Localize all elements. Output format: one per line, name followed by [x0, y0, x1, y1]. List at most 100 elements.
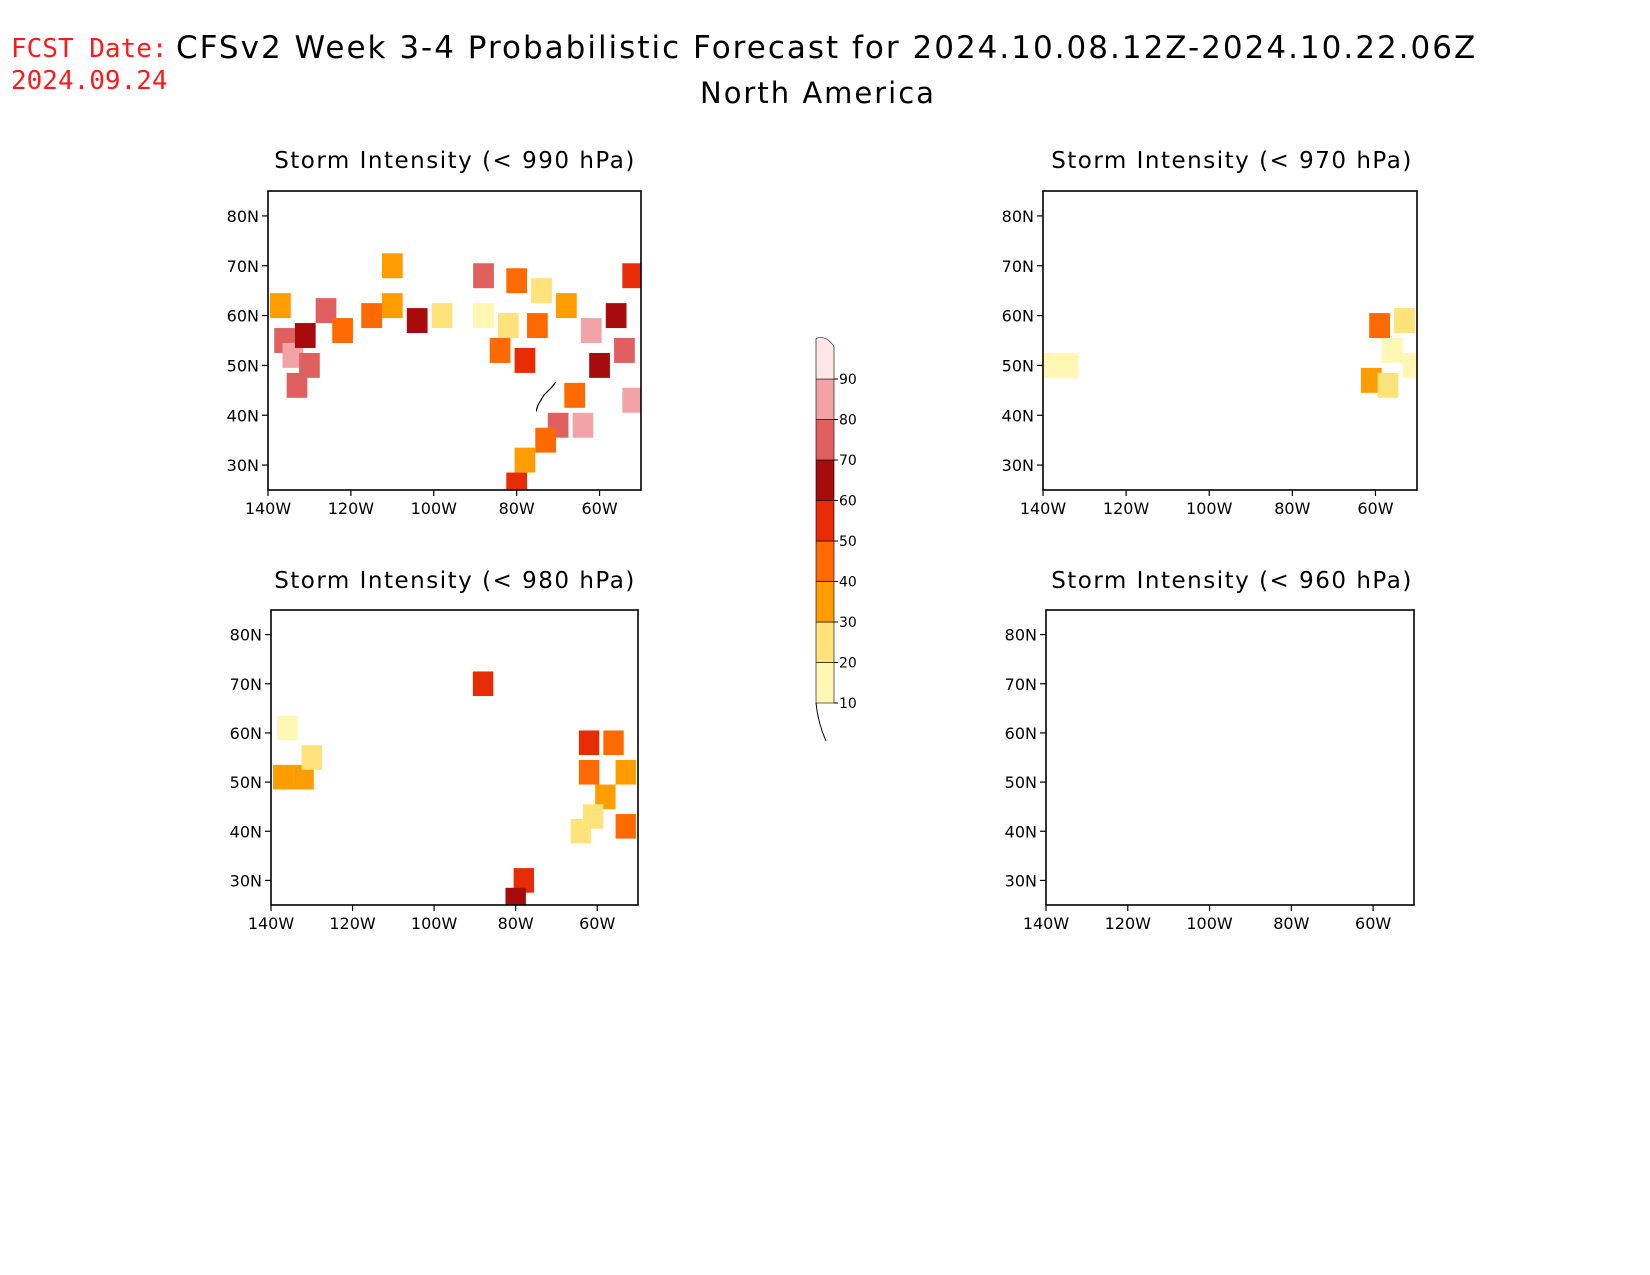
- y-tick-label: 80N: [1005, 626, 1037, 645]
- x-tick-label: 60W: [1357, 499, 1393, 518]
- y-tick-label: 30N: [230, 871, 262, 890]
- y-tick-label: 80N: [227, 207, 259, 226]
- x-tick-label: 100W: [1186, 914, 1233, 933]
- legend-swatch: [815, 500, 835, 542]
- legend-swatch-top: [815, 337, 835, 380]
- y-tick-label: 70N: [227, 257, 259, 276]
- y-tick-label: 70N: [1005, 675, 1037, 694]
- region-subtitle: North America: [700, 76, 936, 110]
- map-panel: Storm Intensity (< 970 hPa) 30N 40N 50N 60N 7…: [1002, 148, 1418, 518]
- probability-cell: [595, 784, 616, 810]
- probability-field: [270, 253, 641, 490]
- x-tick-label: 140W: [245, 499, 292, 518]
- panel-title: Storm Intensity (< 980 hPa): [274, 568, 636, 594]
- probability-cell: [273, 764, 294, 790]
- probability-cell: [1381, 338, 1403, 363]
- y-tick-label: 40N: [1005, 822, 1037, 841]
- legend-label: 50: [839, 534, 857, 550]
- probability-cell: [361, 303, 382, 329]
- probability-cell: [514, 347, 536, 373]
- x-tick-label: 120W: [1103, 499, 1150, 518]
- probability-field: [1043, 308, 1417, 398]
- probability-cell: [578, 759, 600, 785]
- color-legend: 10 20 30 40 50 60 70 80 90: [815, 337, 857, 742]
- probability-cell: [527, 313, 548, 339]
- coastline: [1046, 618, 1403, 886]
- y-tick-label: 60N: [230, 724, 262, 743]
- legend-label: 10: [839, 696, 857, 712]
- probability-cell: [299, 352, 320, 378]
- x-tick-label: 140W: [1020, 499, 1067, 518]
- legend-label: 30: [839, 615, 857, 631]
- probability-cell: [277, 715, 298, 741]
- x-tick-label: 80W: [498, 914, 534, 933]
- probability-cell: [498, 313, 519, 339]
- y-tick-label: 40N: [230, 822, 262, 841]
- y-tick-label: 60N: [227, 307, 259, 326]
- probability-cell: [1394, 308, 1415, 334]
- probability-cell: [1057, 352, 1079, 378]
- y-tick-label: 80N: [1002, 207, 1034, 226]
- legend-swatch: [815, 540, 835, 582]
- probability-cell: [605, 303, 627, 329]
- forecast-date-label: FCST Date:: [11, 34, 168, 64]
- x-tick-label: 80W: [1274, 499, 1310, 518]
- probability-cell: [1360, 367, 1382, 393]
- probability-cell: [286, 372, 308, 398]
- legend-swatch: [815, 378, 835, 420]
- y-tick-label: 70N: [230, 675, 262, 694]
- map-frame: [1045, 609, 1415, 906]
- probability-cell: [506, 268, 528, 294]
- probability-cell: [578, 730, 600, 756]
- x-tick-label: 80W: [1273, 914, 1309, 933]
- probability-cell: [1377, 372, 1399, 398]
- probability-cell: [615, 759, 636, 785]
- panel-title: Storm Intensity (< 960 hPa): [1051, 568, 1413, 594]
- legend-label: 80: [839, 413, 857, 429]
- x-tick-label: 120W: [329, 914, 376, 933]
- probability-cell: [622, 263, 641, 289]
- probability-cell: [564, 382, 586, 408]
- legend-label: 70: [839, 453, 857, 469]
- probability-cell: [580, 318, 602, 343]
- probability-cell: [332, 318, 353, 343]
- map-frame: [267, 190, 642, 491]
- x-tick-label: 60W: [1355, 914, 1391, 933]
- probability-cell: [294, 323, 316, 348]
- y-tick-label: 60N: [1002, 307, 1034, 326]
- probability-cell: [270, 293, 291, 319]
- panel-title: Storm Intensity (< 970 hPa): [1051, 148, 1413, 174]
- probability-cell: [293, 764, 314, 790]
- x-tick-label: 80W: [499, 499, 535, 518]
- x-tick-label: 140W: [248, 914, 295, 933]
- probability-cell: [556, 293, 577, 319]
- probability-cell: [1402, 352, 1417, 378]
- probability-cell: [535, 427, 557, 453]
- legend-label: 60: [839, 494, 857, 510]
- panel-title: Storm Intensity (< 990 hPa): [274, 148, 636, 174]
- probability-cell: [431, 303, 453, 329]
- x-tick-label: 120W: [1105, 914, 1152, 933]
- x-tick-label: 100W: [411, 914, 458, 933]
- probability-cell: [615, 814, 636, 839]
- y-tick-label: 50N: [230, 773, 262, 792]
- map-panel: Storm Intensity (< 980 hPa) 30N 40N 50N 60N 7…: [230, 568, 639, 933]
- probability-cell: [1043, 352, 1058, 378]
- legend-lower-cap: [815, 702, 827, 742]
- map-panel: Storm Intensity (< 990 hPa) 30N 40N 50N 60N 7…: [227, 148, 642, 518]
- probability-cell: [513, 868, 535, 893]
- y-tick-label: 50N: [1002, 356, 1034, 375]
- probability-cell: [614, 338, 635, 363]
- map-frame: [270, 609, 639, 906]
- map-frame: [1042, 190, 1418, 491]
- probability-cell: [406, 308, 428, 334]
- x-tick-label: 140W: [1023, 914, 1070, 933]
- legend-swatch: [815, 459, 835, 501]
- probability-cell: [506, 472, 528, 490]
- map-panel: Storm Intensity (< 960 hPa) 30N 40N 50N 60N 7…: [1005, 568, 1415, 933]
- probability-cell: [282, 342, 304, 368]
- x-tick-label: 60W: [579, 914, 615, 933]
- probability-cell: [315, 298, 337, 324]
- probability-cell: [514, 447, 536, 473]
